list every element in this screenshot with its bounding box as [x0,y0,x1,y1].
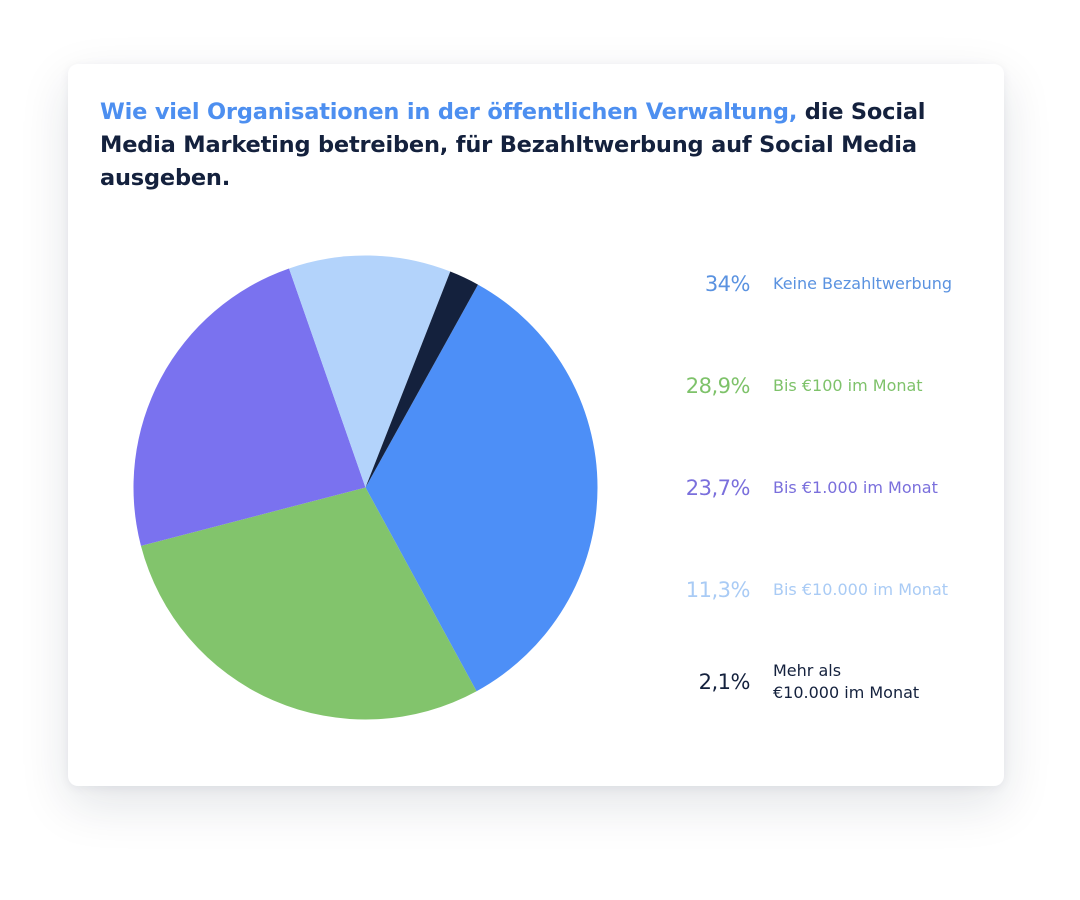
chart-card: Wie viel Organisationen in der öffentlic… [68,64,1004,786]
chart-title-highlight: Wie viel Organisationen in der öffentlic… [100,99,798,125]
legend-item-mehr-als-10000: 2,1% Mehr als €10.000 im Monat [658,652,988,712]
legend-item-keine-bezahltwerbung: 34% Keine Bezahltwerbung [658,254,988,314]
legend-label: Mehr als €10.000 im Monat [773,661,920,702]
legend-item-bis-10000: 11,3% Bis €10.000 im Monat [658,560,988,620]
legend-label: Bis €10.000 im Monat [773,580,949,599]
pie-slice-3 [289,255,451,488]
legend-value: 28,9% [685,374,751,398]
legend-label: Keine Bezahltwerbung [773,274,953,293]
legend-label: Bis €1.000 im Monat [773,478,938,497]
pie-slice-0 [365,284,598,692]
legend-value: 11,3% [685,578,751,602]
pie-slice-4 [365,271,478,488]
legend-value: 23,7% [685,476,751,500]
legend-item-bis-100: 28,9% Bis €100 im Monat [658,356,988,416]
pie-slice-1 [140,487,477,720]
legend-value: 34% [704,272,751,296]
legend-label: Bis €100 im Monat [773,376,923,395]
pie-slice-2 [133,268,366,546]
legend-item-bis-1000: 23,7% Bis €1.000 im Monat [658,458,988,518]
pie-chart [133,255,598,720]
legend-value: 2,1% [698,670,751,694]
chart-title-rest: die Social Media Marketing betreiben, fü… [100,99,926,191]
chart-title: Wie viel Organisationen in der öffentlic… [100,96,980,195]
